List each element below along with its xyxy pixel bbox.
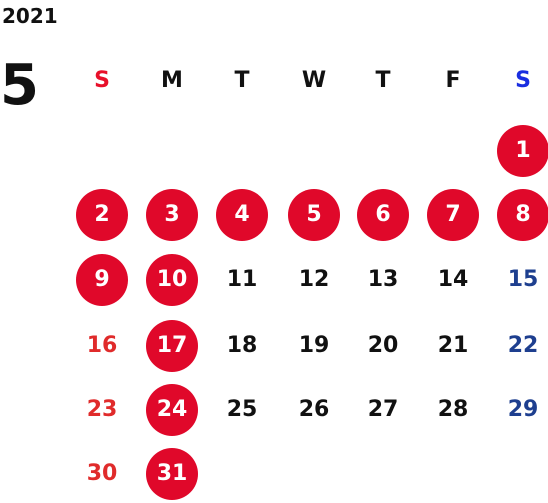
day-cell[interactable]: 20 bbox=[367, 333, 399, 358]
day-cell[interactable]: 19 bbox=[298, 333, 330, 358]
weekday-header-wednesday: W bbox=[301, 68, 327, 93]
day-cell[interactable]: 6 bbox=[357, 189, 409, 241]
month-number: 5 bbox=[0, 53, 39, 118]
day-cell[interactable]: 10 bbox=[146, 254, 198, 306]
day-cell[interactable]: 24 bbox=[146, 384, 198, 436]
day-cell[interactable]: 28 bbox=[437, 397, 469, 422]
day-cell[interactable]: 27 bbox=[367, 397, 399, 422]
day-cell[interactable]: 26 bbox=[298, 397, 330, 422]
day-cell[interactable]: 12 bbox=[298, 267, 330, 292]
day-cell[interactable]: 2 bbox=[76, 189, 128, 241]
day-cell[interactable]: 14 bbox=[437, 267, 469, 292]
weekday-header-friday: F bbox=[445, 68, 461, 93]
day-cell[interactable]: 1 bbox=[497, 125, 548, 177]
year-label: 2021 bbox=[2, 4, 58, 28]
day-cell[interactable]: 11 bbox=[226, 267, 258, 292]
day-cell[interactable]: 13 bbox=[367, 267, 399, 292]
weekday-header-thursday: T bbox=[375, 68, 391, 93]
day-cell[interactable]: 16 bbox=[86, 333, 118, 358]
day-cell[interactable]: 31 bbox=[146, 448, 198, 500]
day-cell[interactable]: 15 bbox=[507, 267, 539, 292]
day-cell[interactable]: 9 bbox=[76, 254, 128, 306]
day-cell[interactable]: 21 bbox=[437, 333, 469, 358]
day-cell[interactable]: 30 bbox=[86, 461, 118, 486]
weekday-header-monday: M bbox=[161, 68, 183, 93]
weekday-header-tuesday: T bbox=[234, 68, 250, 93]
day-cell[interactable]: 23 bbox=[86, 397, 118, 422]
weekday-header-saturday: S bbox=[515, 68, 531, 93]
day-cell[interactable]: 17 bbox=[146, 320, 198, 372]
day-cell[interactable]: 25 bbox=[226, 397, 258, 422]
day-cell[interactable]: 18 bbox=[226, 333, 258, 358]
weekday-header-sunday: S bbox=[94, 68, 110, 93]
day-cell[interactable]: 5 bbox=[288, 189, 340, 241]
day-cell[interactable]: 3 bbox=[146, 189, 198, 241]
day-cell[interactable]: 4 bbox=[216, 189, 268, 241]
day-cell[interactable]: 7 bbox=[427, 189, 479, 241]
day-cell[interactable]: 22 bbox=[507, 333, 539, 358]
day-cell[interactable]: 8 bbox=[497, 189, 548, 241]
day-cell[interactable]: 29 bbox=[507, 397, 539, 422]
